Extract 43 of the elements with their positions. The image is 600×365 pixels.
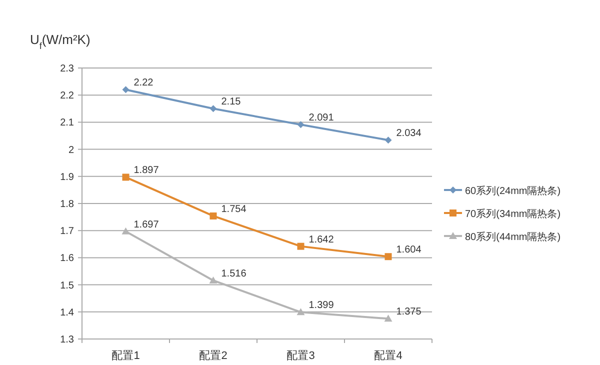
data-label: 2.091	[308, 112, 334, 124]
legend-label: 80系列(44mm隔热条)	[465, 231, 561, 243]
y-tick-label: 1.7	[60, 226, 74, 238]
point	[384, 136, 392, 144]
point	[122, 174, 130, 181]
point	[297, 121, 304, 128]
y-tick-label: 1.8	[60, 199, 74, 210]
point	[210, 105, 217, 112]
data-label: 1.697	[134, 219, 160, 230]
point	[297, 242, 304, 250]
point	[122, 86, 130, 94]
point	[384, 314, 392, 322]
point	[210, 212, 217, 220]
data-label: 2.15	[221, 96, 242, 108]
y-tick-label: 1.9	[60, 172, 74, 183]
y-tick-label: 2	[68, 144, 74, 156]
data-label: 1.516	[221, 268, 247, 280]
x-tick-label: 配置2	[199, 350, 228, 362]
point	[384, 253, 392, 260]
data-label: 2.22	[134, 78, 154, 89]
data-label: 1.375	[396, 306, 422, 318]
data-label: 1.399	[308, 300, 334, 312]
y-tick-label: 2.2	[60, 90, 74, 102]
y-axis-title: U$_{f}$(W/m²K)	[30, 32, 90, 51]
point	[122, 227, 130, 234]
y-tick-label: 1.4	[60, 307, 74, 318]
y-tick-label: 1.5	[60, 280, 74, 292]
data-label: 1.642	[308, 234, 334, 246]
data-label: 2.034	[396, 128, 422, 140]
data-label: 1.604	[396, 244, 422, 256]
y-tick-label: 2.1	[60, 118, 74, 129]
x-tick-label: 配置3	[286, 350, 315, 362]
y-tick-label: 2.3	[60, 64, 74, 74]
y-tick-label: 1.6	[60, 253, 74, 264]
data-label: 1.754	[221, 204, 247, 215]
x-tick-label: 配置1	[112, 350, 140, 362]
point	[209, 276, 218, 284]
x-tick-label: 配置4	[374, 350, 402, 362]
legend-label: 60系列(24mm隔热条)	[465, 185, 561, 197]
y-tick-label: 1.3	[60, 334, 74, 346]
data-label: 1.897	[134, 165, 160, 176]
legend-label: 70系列(34mm隔热条)	[465, 208, 561, 220]
point	[296, 308, 305, 316]
